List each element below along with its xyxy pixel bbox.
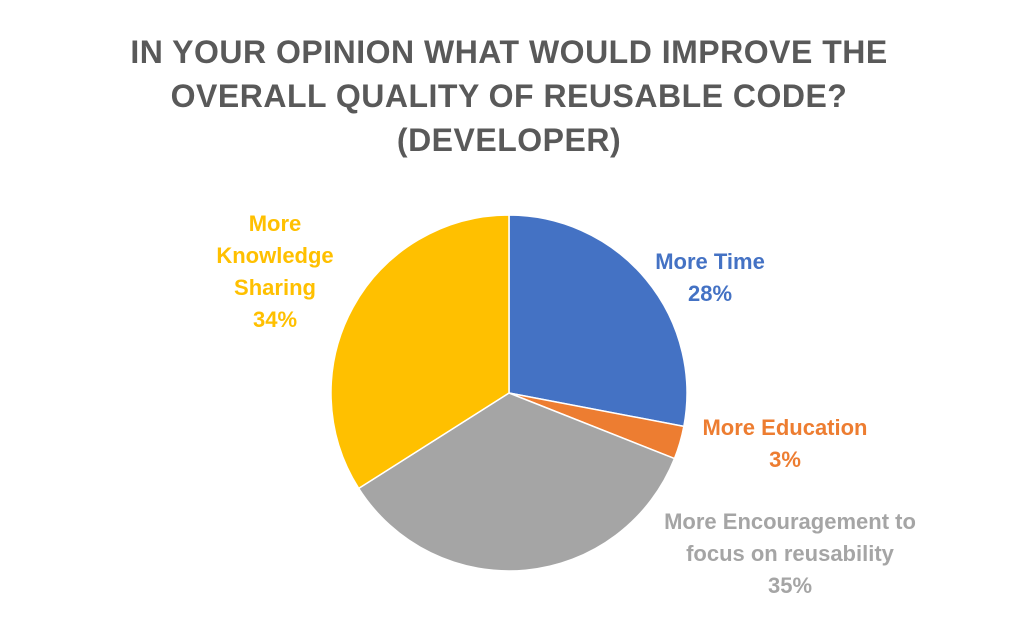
chart-title-line-3: (DEVELOPER) bbox=[396, 122, 622, 158]
chart-title-line-1: IN YOUR OPINION WHAT WOULD IMPROVE THE bbox=[130, 34, 888, 70]
slice-label-text-line-2: focus on reusability bbox=[686, 541, 894, 566]
slice-label-percent: 28% bbox=[687, 281, 733, 306]
pie-slice-more-time bbox=[508, 214, 688, 428]
slice-label-more-education: More Education 3% bbox=[680, 412, 890, 476]
slice-label-percent: 3% bbox=[769, 447, 801, 472]
slice-label-text-line-3: Sharing bbox=[234, 275, 316, 300]
slice-label-text: More Time bbox=[655, 249, 765, 274]
slice-label-text-line-2: Knowledge bbox=[216, 243, 334, 268]
slice-label-more-encouragement: More Encouragement to focus on reusabili… bbox=[640, 506, 940, 602]
slice-label-percent: 35% bbox=[767, 573, 813, 598]
slice-label-more-knowledge-sharing: More Knowledge Sharing 34% bbox=[195, 208, 355, 336]
chart-title-line-2: OVERALL QUALITY OF REUSABLE CODE? bbox=[170, 78, 848, 114]
slice-label-more-time: More Time 28% bbox=[630, 246, 790, 310]
slice-label-percent: 34% bbox=[252, 307, 298, 332]
pie-slice-more-encouragement-to-focus-on-reusability bbox=[357, 392, 676, 572]
slice-label-text: More Education bbox=[702, 415, 868, 440]
slice-label-text-line-1: More Encouragement to bbox=[664, 509, 916, 534]
slice-label-text-line-1: More bbox=[248, 211, 302, 236]
pie-slice-more-knowledge-sharing bbox=[330, 214, 510, 490]
